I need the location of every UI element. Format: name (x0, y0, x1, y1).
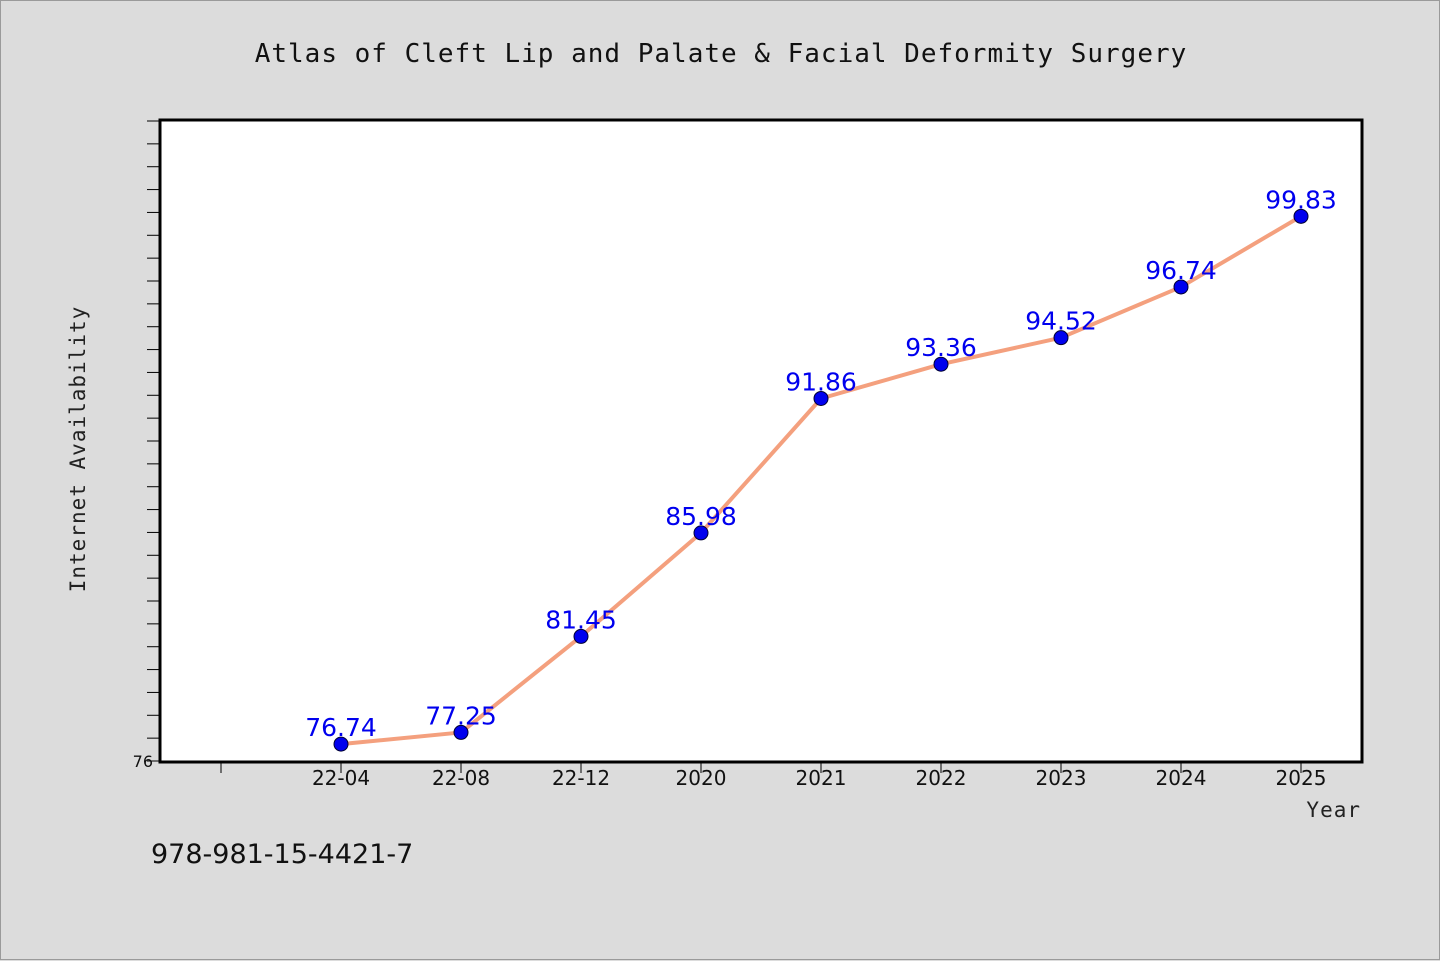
data-point (1173, 279, 1189, 295)
x-tick-label: 2020 (676, 766, 727, 790)
x-tick-label: 2022 (916, 766, 967, 790)
x-axis-title: Year (1306, 798, 1361, 822)
y-axis-title: Internet Availability (66, 306, 90, 593)
data-point (1293, 208, 1309, 224)
data-label: 94.52 (1025, 307, 1097, 336)
x-tick-label: 2023 (1036, 766, 1087, 790)
chart-title: Atlas of Cleft Lip and Palate & Facial D… (255, 39, 1188, 69)
y-tick-label-min: 76 (133, 752, 153, 771)
data-point (573, 628, 589, 644)
data-point (1053, 330, 1069, 346)
series-internet-availability (333, 208, 1309, 752)
data-label: 76.74 (305, 713, 377, 742)
x-tick-label: 2021 (796, 766, 847, 790)
data-label: 93.36 (905, 333, 977, 362)
x-tick-label: 22-12 (552, 766, 610, 790)
x-tick-label: 2024 (1156, 766, 1207, 790)
data-point (693, 525, 709, 541)
data-labels: 76.74 77.25 81.45 85.98 91.86 93.36 94.52 96.74… (305, 185, 1337, 742)
data-label: 77.25 (425, 701, 497, 730)
x-tick-label: 22-08 (432, 766, 490, 790)
data-point (933, 356, 949, 372)
x-tick-label: 22-04 (312, 766, 370, 790)
data-label: 96.74 (1145, 256, 1217, 285)
data-label: 91.86 (785, 367, 857, 396)
x-tick-label: 2025 (1276, 766, 1327, 790)
data-point (813, 390, 829, 406)
footer-isbn: 978-981-15-4421-7 (151, 839, 413, 870)
data-point (333, 736, 349, 752)
x-axis-ticks: 22-04 22-08 22-12 2020 2021 2022 2023 2024 2025 (220, 763, 1327, 790)
y-axis-ticks (147, 120, 159, 762)
data-label: 81.45 (545, 605, 617, 634)
data-label: 99.83 (1265, 185, 1337, 214)
plot-area (158, 118, 1364, 764)
data-point (453, 724, 469, 740)
data-label: 85.98 (665, 502, 737, 531)
